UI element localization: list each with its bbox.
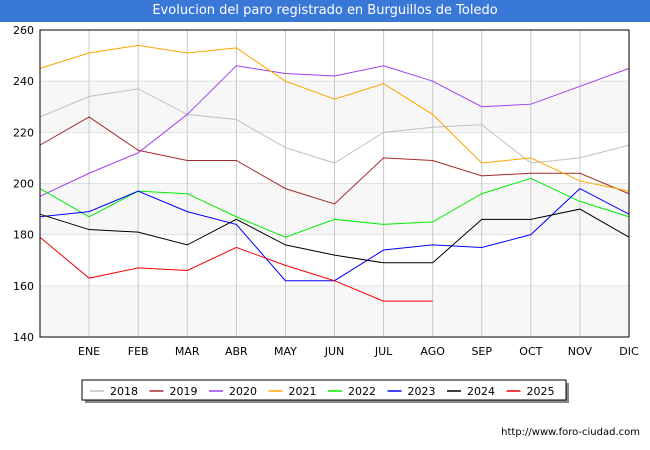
series-line-2019 xyxy=(39,116,630,205)
x-tick-label: MAR xyxy=(175,345,200,358)
legend-label-2020: 2020 xyxy=(229,385,257,398)
series-line-2024 xyxy=(39,208,630,264)
legend-label-2025: 2025 xyxy=(527,385,555,398)
x-tick-label: MAY xyxy=(274,345,297,358)
y-tick-label: 180 xyxy=(13,229,34,242)
series-line-2021 xyxy=(39,44,630,192)
x-tick-label: JUN xyxy=(324,345,345,358)
source-url[interactable]: http://www.foro-ciudad.com xyxy=(501,427,640,438)
legend-box xyxy=(81,379,567,401)
x-tick-label: AGO xyxy=(420,345,445,358)
legend-label-2018: 2018 xyxy=(110,385,138,398)
x-tick-label: FEB xyxy=(128,345,149,358)
legend-label-2021: 2021 xyxy=(289,385,317,398)
chart-title: Evolucion del paro registrado en Burguil… xyxy=(0,0,650,22)
x-tick-label: JUL xyxy=(374,345,393,358)
y-tick-label: 260 xyxy=(13,24,34,37)
x-tick-label: SEP xyxy=(471,345,492,358)
series-line-2025 xyxy=(39,236,433,302)
legend-label-2022: 2022 xyxy=(348,385,376,398)
y-tick-label: 200 xyxy=(13,178,34,191)
x-tick-label: ABR xyxy=(225,345,248,358)
legend-label-2019: 2019 xyxy=(170,385,198,398)
y-tick-label: 220 xyxy=(13,126,34,139)
y-tick-label: 160 xyxy=(13,280,34,293)
series-line-2020 xyxy=(39,65,630,197)
x-tick-label: NOV xyxy=(568,345,593,358)
legend-label-2023: 2023 xyxy=(408,385,436,398)
x-tick-label: DIC xyxy=(619,345,639,358)
x-tick-label: ENE xyxy=(78,345,100,358)
y-tick-label: 240 xyxy=(13,75,34,88)
series-line-2018 xyxy=(39,88,630,164)
plot-frame xyxy=(39,29,630,338)
legend-label-2024: 2024 xyxy=(467,385,495,398)
x-tick-label: OCT xyxy=(519,345,542,358)
y-tick-label: 140 xyxy=(13,331,34,344)
